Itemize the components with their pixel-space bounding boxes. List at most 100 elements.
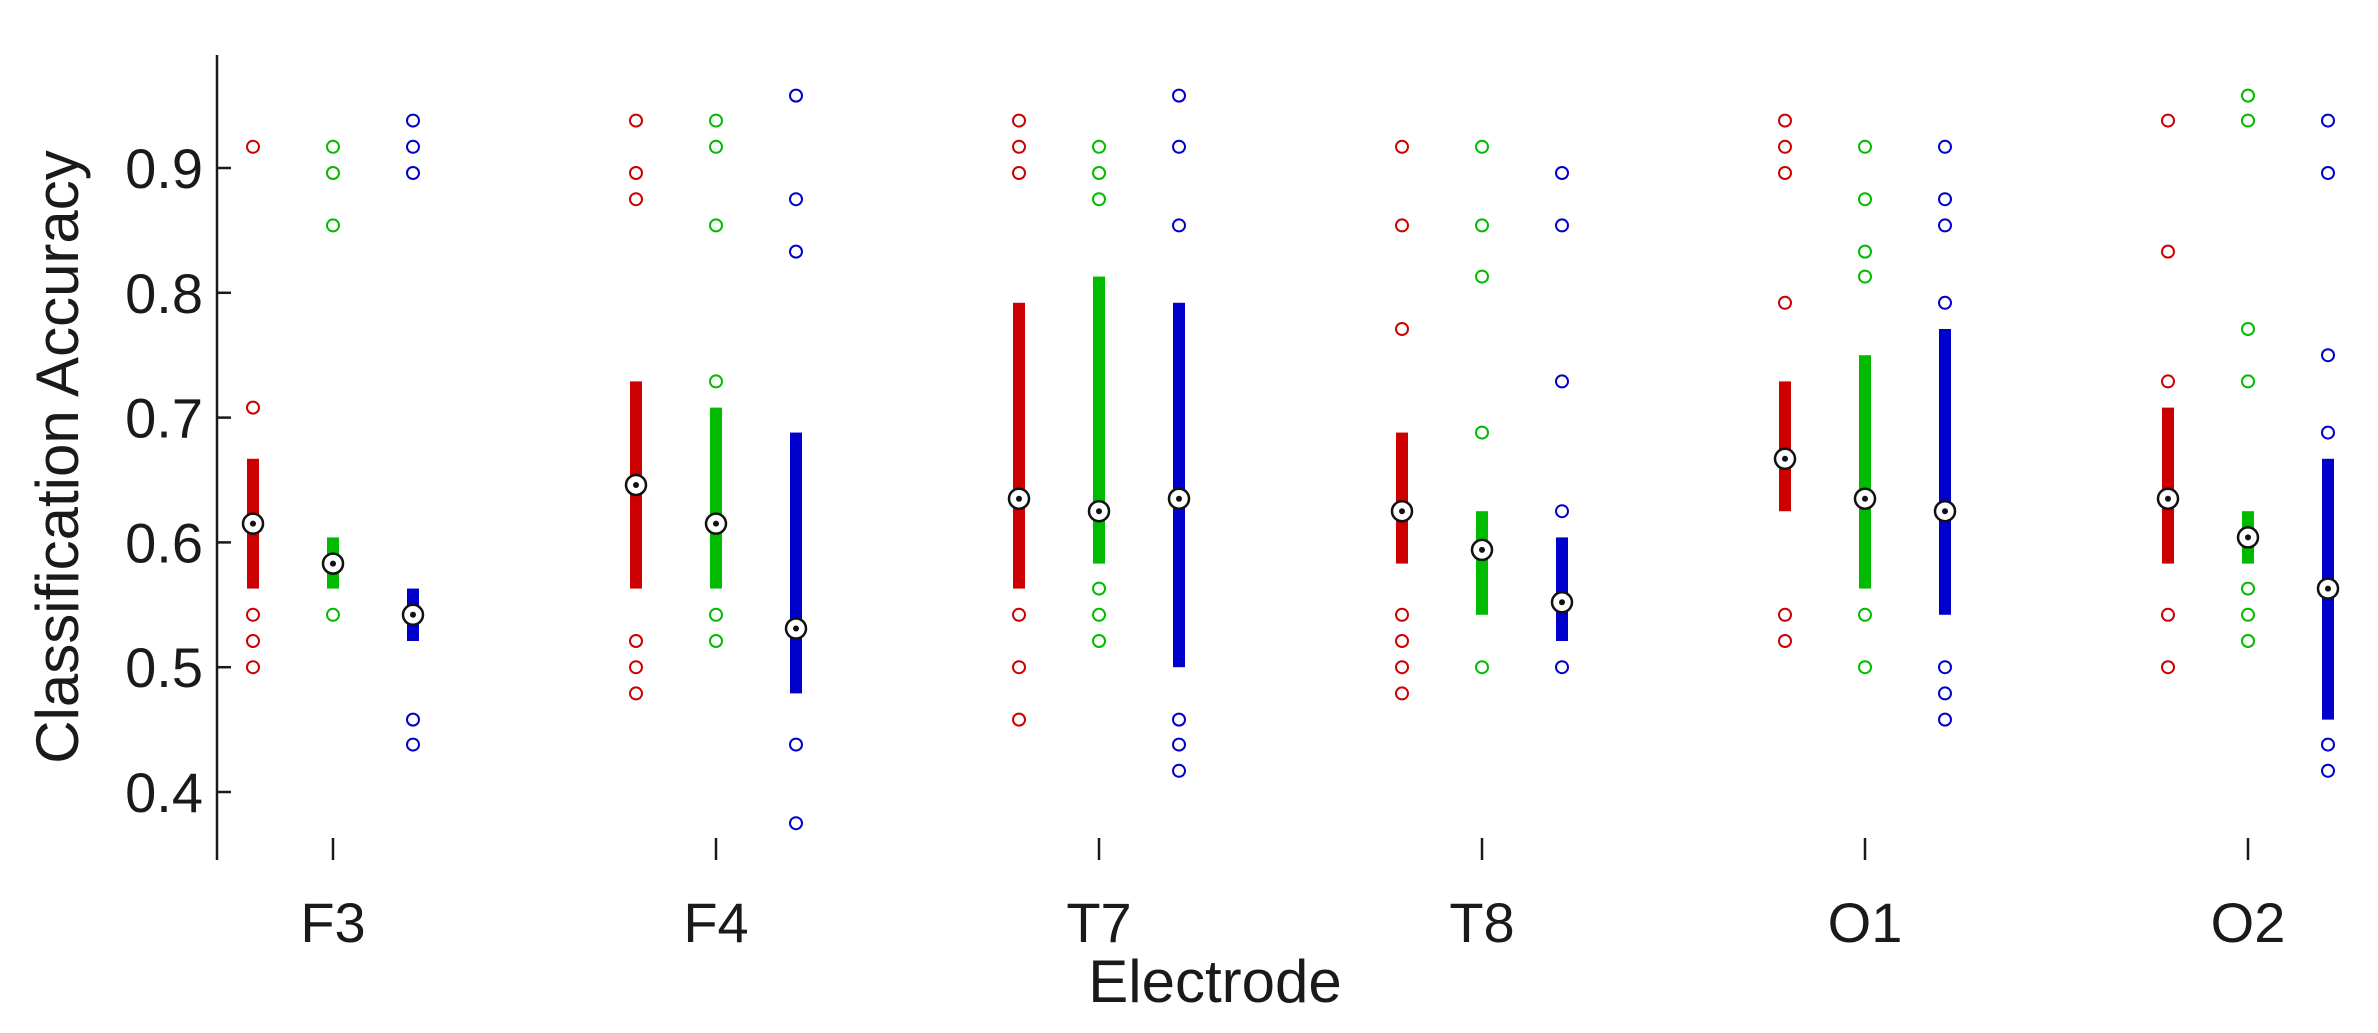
median-dot: [1942, 508, 1948, 515]
outlier-point: [246, 139, 260, 154]
outlier-point: [2321, 763, 2335, 778]
outlier-point: [2241, 581, 2255, 596]
outlier-point: [1395, 660, 1409, 675]
outlier-point: [2241, 321, 2255, 336]
outlier-point: [789, 88, 803, 103]
y-tick-label: 0.8: [125, 262, 203, 325]
outlier-point: [629, 113, 643, 128]
outlier-point: [2241, 374, 2255, 389]
outlier-point: [789, 737, 803, 752]
outlier-point: [1475, 425, 1489, 440]
median-dot: [1862, 495, 1868, 502]
median-dot: [2165, 495, 2171, 502]
outlier-point: [1092, 633, 1106, 648]
y-tick-label: 0.4: [125, 761, 203, 824]
outlier-point: [1938, 218, 1952, 233]
outlier-point: [709, 633, 723, 648]
median-dot: [1782, 455, 1788, 462]
outlier-point: [629, 686, 643, 701]
outlier-point: [1172, 88, 1186, 103]
outlier-point: [1938, 295, 1952, 310]
outliers: [246, 88, 2335, 831]
outlier-point: [1012, 660, 1026, 675]
outlier-point: [406, 113, 420, 128]
box: [1939, 328, 1951, 615]
outlier-point: [1858, 607, 1872, 622]
x-tick-label: T8: [1449, 891, 1514, 954]
x-ticks: F3 F4 T7 T8 O1 O2: [300, 838, 2285, 954]
x-tick-label: F3: [300, 891, 365, 954]
y-tick-label: 0.6: [125, 511, 203, 574]
box: [710, 407, 722, 589]
y-tick-label: 0.7: [125, 387, 203, 450]
outlier-point: [246, 660, 260, 675]
outlier-point: [2161, 374, 2175, 389]
box: [1173, 302, 1185, 668]
outlier-point: [789, 244, 803, 259]
median-dot: [633, 481, 639, 488]
outlier-point: [1012, 139, 1026, 154]
median-dot: [410, 611, 416, 618]
outlier-point: [2241, 113, 2255, 128]
box: [1859, 355, 1871, 589]
x-tick-label: O1: [1828, 891, 1903, 954]
outlier-point: [1778, 139, 1792, 154]
median-dot: [1479, 546, 1485, 553]
box: [1013, 302, 1025, 589]
outlier-point: [406, 165, 420, 180]
outlier-point: [1475, 218, 1489, 233]
outlier-point: [1778, 113, 1792, 128]
box: [1093, 276, 1105, 564]
box: [1396, 432, 1408, 564]
box: [2162, 407, 2174, 564]
box: [1779, 381, 1791, 512]
x-tick-label: T7: [1066, 891, 1131, 954]
outlier-point: [1555, 218, 1569, 233]
outlier-point: [1858, 192, 1872, 207]
outlier-point: [1092, 607, 1106, 622]
outlier-point: [1938, 686, 1952, 701]
median-dot: [1559, 599, 1565, 606]
outlier-point: [326, 139, 340, 154]
median-dot: [250, 520, 256, 527]
outlier-point: [1938, 712, 1952, 727]
outlier-point: [406, 139, 420, 154]
outlier-point: [1172, 737, 1186, 752]
outlier-point: [326, 607, 340, 622]
outlier-point: [629, 633, 643, 648]
outlier-point: [1172, 139, 1186, 154]
y-ticks: 0.4 0.5 0.6 0.7 0.8 0.9: [125, 137, 231, 824]
outlier-point: [1012, 113, 1026, 128]
median-dot: [1096, 508, 1102, 515]
outlier-point: [709, 374, 723, 389]
outlier-point: [1012, 165, 1026, 180]
outlier-point: [1172, 218, 1186, 233]
outlier-point: [1395, 218, 1409, 233]
outlier-point: [246, 400, 260, 415]
outlier-point: [1555, 374, 1569, 389]
x-tick-label: F4: [683, 891, 748, 954]
outlier-point: [1858, 244, 1872, 259]
outlier-point: [709, 113, 723, 128]
x-tick-label: O2: [2211, 891, 2286, 954]
outlier-point: [2321, 165, 2335, 180]
boxes: [247, 276, 2334, 720]
y-tick-label: 0.9: [125, 137, 203, 200]
outlier-point: [2161, 113, 2175, 128]
outlier-point: [406, 737, 420, 752]
outlier-point: [406, 712, 420, 727]
outlier-point: [246, 607, 260, 622]
outlier-point: [1555, 165, 1569, 180]
outlier-point: [1395, 607, 1409, 622]
outlier-point: [1172, 763, 1186, 778]
outlier-point: [1092, 139, 1106, 154]
median-dot: [793, 625, 799, 632]
outlier-point: [789, 816, 803, 831]
medians: [241, 447, 2340, 640]
outlier-point: [1475, 269, 1489, 284]
outlier-point: [2161, 660, 2175, 675]
median-dot: [1016, 495, 1022, 502]
outlier-point: [709, 607, 723, 622]
outlier-point: [1092, 192, 1106, 207]
